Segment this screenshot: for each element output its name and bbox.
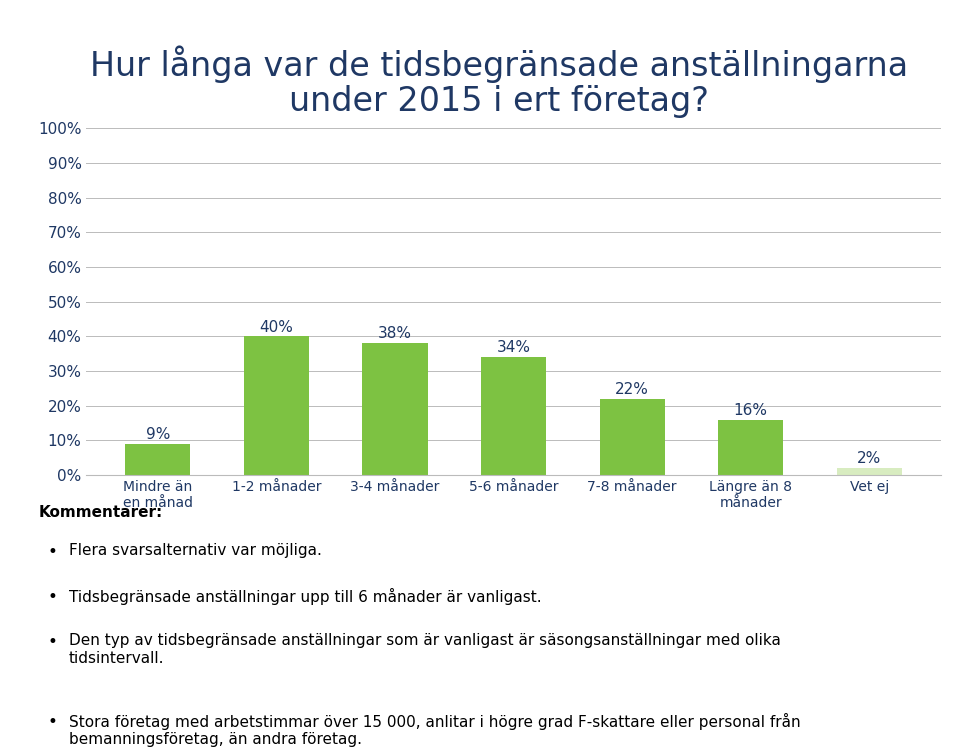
Text: Kommentarer:: Kommentarer: (38, 505, 162, 520)
Text: •: • (48, 588, 58, 606)
Text: Den typ av tidsbegränsade anställningar som är vanligast är säsongsanställningar: Den typ av tidsbegränsade anställningar … (69, 633, 781, 666)
Text: 2%: 2% (857, 452, 881, 466)
Text: 34%: 34% (496, 340, 531, 355)
Text: 38%: 38% (378, 326, 412, 342)
Bar (125, 444, 190, 475)
Text: •: • (48, 633, 58, 651)
Text: 22%: 22% (615, 382, 649, 397)
Bar (363, 343, 427, 475)
Text: under 2015 i ert företag?: under 2015 i ert företag? (289, 85, 709, 118)
Text: 9%: 9% (146, 427, 170, 442)
Bar (244, 336, 309, 475)
Text: •: • (48, 713, 58, 731)
Text: Flera svarsalternativ var möjliga.: Flera svarsalternativ var möjliga. (69, 543, 322, 558)
Bar (718, 419, 783, 475)
Text: 40%: 40% (259, 320, 294, 335)
Text: 16%: 16% (733, 403, 768, 418)
Text: Hur långa var de tidsbegränsade anställningarna: Hur långa var de tidsbegränsade anställn… (90, 45, 908, 83)
Bar (481, 357, 546, 475)
Text: Stora företag med arbetstimmar över 15 000, anlitar i högre grad F-skattare elle: Stora företag med arbetstimmar över 15 0… (69, 713, 801, 747)
Text: •: • (48, 543, 58, 561)
Bar (600, 399, 664, 475)
Text: Tidsbegränsade anställningar upp till 6 månader är vanligast.: Tidsbegränsade anställningar upp till 6 … (69, 588, 541, 605)
Bar (837, 468, 902, 475)
